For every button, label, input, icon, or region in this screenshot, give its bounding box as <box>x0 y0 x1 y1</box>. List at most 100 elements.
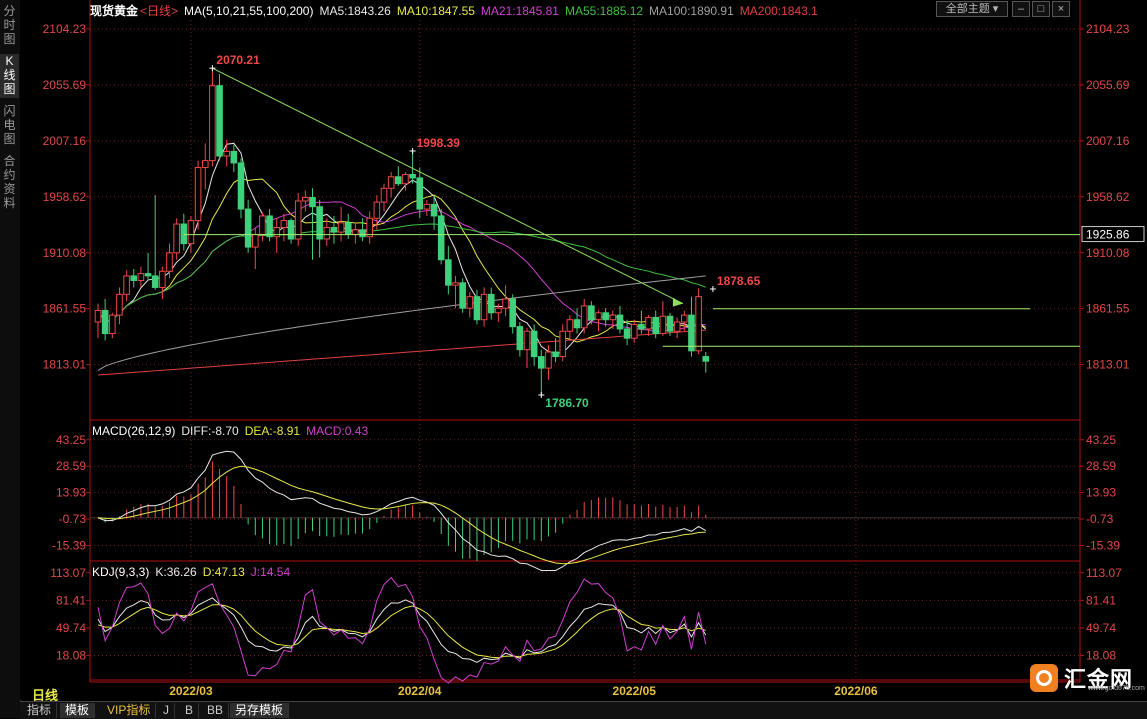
candle-up <box>466 296 474 309</box>
trend-arrow <box>672 297 683 307</box>
candle-down <box>616 314 624 330</box>
candle-up <box>423 203 431 210</box>
candle-up <box>402 173 409 185</box>
bottom-toolbar: 指标 模板 VIP指标 J B BB 另存模板 <box>20 701 1147 719</box>
macd-dea: DEA:-8.91 <box>244 424 301 438</box>
ma200-value: MA200:1843.1 <box>739 4 818 18</box>
period-tab[interactable]: 日线 <box>32 688 59 703</box>
time-tick-label: 2022/03 <box>169 684 213 698</box>
candle-down <box>573 319 581 329</box>
ma21-value: MA21:1845.81 <box>480 4 559 18</box>
candle-down <box>538 356 545 369</box>
candle-down <box>130 275 138 282</box>
candle-up <box>166 252 173 272</box>
candle-down <box>309 197 316 208</box>
tab-indicators[interactable]: 指标 <box>22 703 58 718</box>
chart-background <box>20 0 1147 700</box>
kdj-tick-label-right: 49.74 <box>1086 621 1116 635</box>
candle-down <box>437 215 445 261</box>
candle-up <box>373 201 381 219</box>
kdj-tick-label-left: 49.74 <box>56 621 86 635</box>
kdj-tick-label-left: 18.08 <box>56 649 86 663</box>
minimize-button[interactable]: – <box>1012 1 1030 17</box>
time-tick-label: 2022/05 <box>613 684 657 698</box>
candle-up <box>545 351 552 369</box>
candle-down <box>602 312 609 321</box>
tab-timeshare[interactable]: 分时图 <box>3 4 16 46</box>
tab-contract-info[interactable]: 合约资料 <box>3 154 16 210</box>
macd-tick-label-left: 13.93 <box>56 486 86 500</box>
kdj-tick-label-left: 113.07 <box>50 566 86 580</box>
candle-up <box>209 85 216 162</box>
tab-bb[interactable]: BB <box>202 703 230 718</box>
candle-down <box>702 356 710 362</box>
candle-up <box>452 282 459 286</box>
candle-down <box>473 296 481 321</box>
candle-down <box>409 173 416 179</box>
candle-down <box>237 162 245 210</box>
candle-up <box>294 200 302 240</box>
price-tick-label-left: 2007.16 <box>43 134 87 148</box>
level-label-box <box>1081 226 1145 243</box>
tab-vip-indicators[interactable]: VIP指标 <box>102 703 157 718</box>
candle-down <box>688 314 695 352</box>
tab-kline[interactable]: K线图 <box>0 54 19 98</box>
ma55-value: MA55:1885.12 <box>564 4 644 18</box>
tab-flash[interactable]: 闪电图 <box>3 104 16 146</box>
candle-up <box>659 315 667 335</box>
ma5-value: MA5:1843.26 <box>319 4 391 18</box>
time-tick-label: 2022/06 <box>834 684 878 698</box>
candle-up <box>194 167 202 222</box>
candle-down <box>459 282 466 309</box>
candle-down <box>316 206 323 240</box>
macd-dea-line <box>97 465 706 565</box>
tab-j[interactable]: J <box>158 703 175 718</box>
candle-up <box>259 215 266 235</box>
chart-area[interactable]: 2104.23 2104.23 2055.69 2055.69 2007.16 2007.… <box>20 0 1147 700</box>
candle-up <box>502 298 509 309</box>
candle-up <box>523 330 531 351</box>
price-tick-label-left: 1958.62 <box>43 190 87 204</box>
price-tick-label-right: 2104.23 <box>1086 22 1130 36</box>
ma-legend: 现货黄金 <日线> MA(5,10,21,55,100,200) MA5:1843.2… <box>90 2 824 18</box>
ma100-value: MA100:1890.91 <box>649 4 734 18</box>
logo-name: 汇金网 <box>1064 667 1134 692</box>
candle-up <box>273 226 281 238</box>
extreme-label-1786.70: 1786.70 <box>545 396 589 410</box>
candle-up <box>609 314 617 321</box>
candle-up <box>302 197 309 202</box>
extreme-label-1878.65: 1878.65 <box>717 274 761 288</box>
macd-tick-label-left: -0.73 <box>59 512 87 526</box>
price-tick-label-right: 1861.55 <box>1086 302 1130 316</box>
kdj-tick-label-right: 113.07 <box>1086 566 1122 580</box>
price-tick-label-left: 1910.08 <box>43 246 87 260</box>
macd-title: MACD(26,12,9) <box>92 424 176 438</box>
price-tick-label-left: 2055.69 <box>43 78 87 92</box>
kdj-tick-label-left: 81.41 <box>56 593 86 607</box>
kdj-d: D:47.13 <box>202 565 245 579</box>
kdj-j: J:14.54 <box>250 565 291 579</box>
save-template-button[interactable]: 另存模板 <box>230 703 290 718</box>
close-button[interactable]: × <box>1052 1 1070 17</box>
maximize-button[interactable]: □ <box>1032 1 1050 17</box>
macd-diff-line <box>97 450 707 571</box>
candle-up <box>352 229 359 235</box>
candle-up <box>630 323 638 339</box>
candle-down <box>652 316 660 335</box>
theme-dropdown[interactable]: 全部主题 ▾ <box>936 1 1008 17</box>
candle-up <box>645 316 652 330</box>
price-tick-label-right: 1910.08 <box>1086 246 1130 260</box>
symbol-name: 现货黄金 <box>90 4 139 18</box>
sidebar: 分时图 K线图 闪电图 合约资料 <box>0 0 21 718</box>
level-label: 1925.86 <box>1086 228 1130 242</box>
tab-b[interactable]: B <box>180 703 200 718</box>
candle-down <box>623 328 631 339</box>
kdj-j-line <box>97 576 707 684</box>
tab-templates[interactable]: 模板 <box>60 703 96 718</box>
macd-tick-label-right: 28.59 <box>1086 459 1116 473</box>
kdj-k: K:36.26 <box>155 565 197 579</box>
candle-down <box>487 293 495 314</box>
candle-up <box>137 273 145 282</box>
candle-down <box>530 330 538 358</box>
trend-line <box>212 67 684 305</box>
